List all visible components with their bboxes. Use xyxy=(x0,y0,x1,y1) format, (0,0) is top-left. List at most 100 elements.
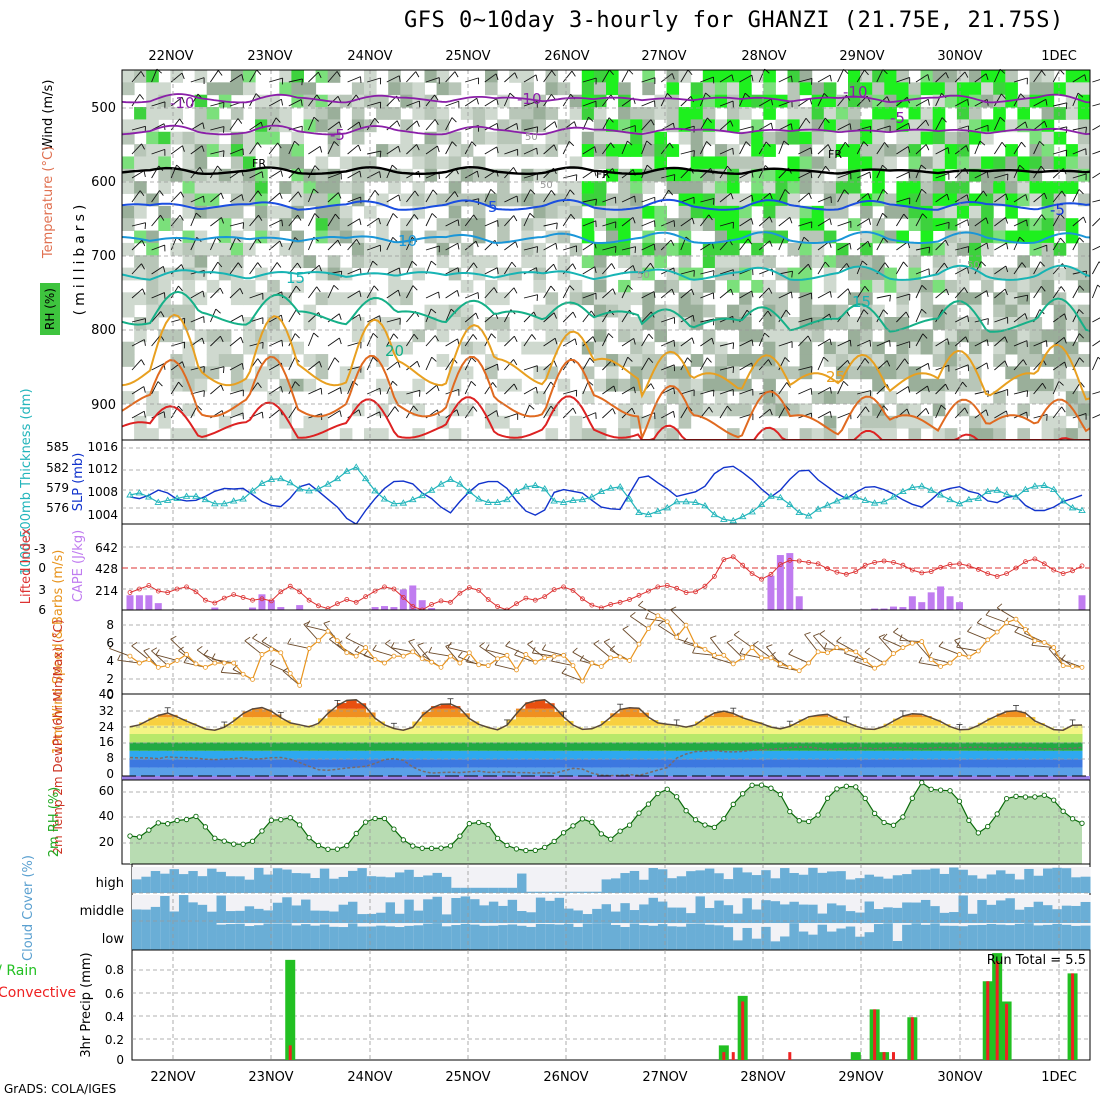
upper-wind-barb-flag xyxy=(163,411,166,418)
cape-bar xyxy=(135,595,143,610)
rh-cell xyxy=(642,242,655,256)
rh-cell xyxy=(920,304,934,318)
upper-wind-barb-flag xyxy=(1080,382,1085,388)
rh-cell xyxy=(787,107,801,120)
wind-speed-marker xyxy=(448,653,453,659)
wind-barb-flag xyxy=(638,600,644,606)
rh-marker xyxy=(909,795,915,801)
rh-cell xyxy=(1065,218,1079,231)
temperature-band xyxy=(318,759,329,768)
rh-marker xyxy=(428,845,435,852)
temperature-band xyxy=(977,767,989,776)
wind-barb xyxy=(428,652,451,657)
rh-cell xyxy=(848,267,861,281)
upper-wind-barb-flag xyxy=(786,382,791,388)
date-tick: 1DEC xyxy=(1041,49,1077,64)
temperature-band xyxy=(638,725,649,734)
upper-wind-barb-flag xyxy=(906,408,910,415)
temperature-band xyxy=(487,742,499,751)
upper-wind-barb-flag xyxy=(1026,295,1029,302)
temperature-band xyxy=(1062,742,1074,751)
upper-wind-barb-flag xyxy=(925,119,930,126)
cloud-cell xyxy=(423,899,434,923)
rh-cell xyxy=(884,144,897,157)
rh-marker xyxy=(740,791,746,797)
rh-cell xyxy=(606,119,619,133)
upper-wind-barb xyxy=(798,192,810,203)
temperature-band xyxy=(808,717,819,726)
rh-cell xyxy=(1041,70,1055,83)
upper-wind-barb xyxy=(680,96,692,107)
rh-cell xyxy=(194,156,208,170)
upper-wind-barb-flag xyxy=(928,246,931,254)
cloud-cell xyxy=(582,891,593,893)
rh-cell xyxy=(1077,242,1091,256)
wind-barb xyxy=(918,662,941,667)
upper-wind-barb-flag xyxy=(281,219,284,227)
temperature-band xyxy=(600,742,612,751)
rh-cell xyxy=(497,329,510,343)
temperature-band xyxy=(958,729,970,734)
temperature-band xyxy=(440,708,451,718)
upper-wind-barb xyxy=(994,173,1008,179)
rh-cell xyxy=(412,378,425,392)
temperature-band xyxy=(600,759,612,768)
upper-wind-barb xyxy=(406,334,415,347)
upper-wind-barb xyxy=(582,292,597,299)
wind-barb xyxy=(712,657,734,665)
upper-wind-barb-flag xyxy=(1001,141,1007,148)
rh-cell xyxy=(872,279,885,293)
rh-cell xyxy=(920,230,934,244)
rh-cell xyxy=(194,292,208,306)
upper-wind-barb-flag xyxy=(141,143,145,150)
upper-wind-barb xyxy=(602,142,612,155)
rh-cell xyxy=(1053,366,1067,380)
temperature-band xyxy=(921,717,932,726)
upper-wind-barb-flag xyxy=(867,241,871,248)
upper-wind-barb-flag xyxy=(179,214,184,221)
temperature-band xyxy=(581,729,593,734)
rh-cell xyxy=(593,107,607,120)
rh-cell xyxy=(678,255,692,269)
upper-wind-barb xyxy=(210,335,221,347)
rh-cell xyxy=(690,82,704,96)
rh-cell xyxy=(956,317,970,330)
contour-label: -10 xyxy=(170,94,195,112)
rh-cell xyxy=(908,378,922,392)
upper-wind-barb-flag xyxy=(411,260,418,266)
temperature-band xyxy=(676,734,687,743)
cape-bar xyxy=(946,596,954,610)
temperature-band xyxy=(157,725,169,734)
thickness-marker xyxy=(899,487,907,495)
rh-cell xyxy=(1041,181,1055,194)
upper-wind-barb xyxy=(562,338,576,347)
wind-axis-label: 10m Wind Speed & Barbs (m/s) xyxy=(51,550,66,755)
rh-cell xyxy=(690,304,704,318)
rh-cell xyxy=(727,119,740,133)
upper-wind-barb xyxy=(308,94,318,107)
date-tick: 23NOV xyxy=(247,49,292,64)
temperature-band xyxy=(600,734,612,743)
date-tick: 26NOV xyxy=(543,1070,588,1085)
upper-wind-barb-flag xyxy=(556,222,558,230)
upper-wind-barb xyxy=(464,240,477,251)
upper-wind-barb xyxy=(857,126,871,131)
upper-wind-barb xyxy=(1092,125,1100,131)
temperature-band xyxy=(751,759,763,768)
wind-speed-marker xyxy=(768,655,774,661)
rh-cell xyxy=(944,329,958,343)
rh-cell xyxy=(799,242,813,256)
upper-wind-barb-flag xyxy=(785,405,791,411)
upper-wind-barb-flag xyxy=(279,192,283,199)
upper-wind-barb-flag xyxy=(476,98,479,105)
rh-cell xyxy=(218,341,232,355)
rh-cell xyxy=(956,279,970,293)
upper-wind-barb xyxy=(798,171,812,179)
rh-cell xyxy=(872,354,885,367)
cloud-cell xyxy=(451,898,462,923)
cloud-cell xyxy=(282,897,293,923)
rh-cell xyxy=(460,366,474,380)
cloud-cell xyxy=(272,923,283,950)
temperature-band xyxy=(591,759,602,768)
temperature-band xyxy=(911,714,923,718)
